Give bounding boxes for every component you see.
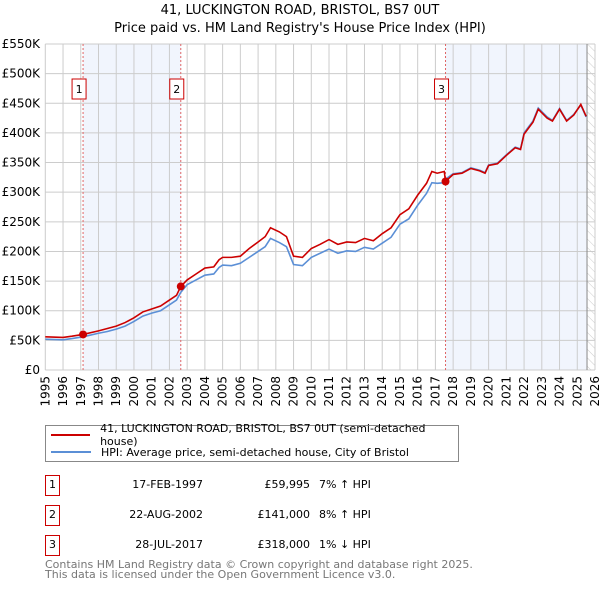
y-tick-label: £0 bbox=[25, 363, 40, 377]
legend-label: 41, LUCKINGTON ROAD, BRISTOL, BS7 0UT (s… bbox=[100, 422, 426, 448]
sale-number-badge: 3 bbox=[45, 535, 60, 556]
y-tick-label: £500K bbox=[2, 67, 42, 81]
x-tick-label: 2006 bbox=[233, 376, 247, 407]
x-tick-label: 1998 bbox=[91, 376, 105, 407]
sale-point bbox=[441, 177, 450, 186]
x-tick-label: 1995 bbox=[38, 376, 52, 407]
x-tick-label: 2005 bbox=[216, 376, 230, 407]
legend-item-hpi: HPI: Average price, semi-detached house,… bbox=[51, 444, 409, 460]
sale-marker-label: 2 bbox=[173, 83, 180, 96]
legend-swatch-blue bbox=[51, 451, 91, 453]
chart-subtitle: Price paid vs. HM Land Registry's House … bbox=[114, 21, 486, 36]
shaded-range bbox=[83, 44, 181, 370]
x-tick-label: 2014 bbox=[375, 376, 389, 407]
sale-marker-box bbox=[434, 78, 450, 100]
y-tick-label: £550K bbox=[2, 37, 42, 51]
y-tick-label: £250K bbox=[2, 215, 42, 229]
table-row: 1 17-FEB-1997 £59,995 7% ↑ HPI bbox=[45, 475, 465, 496]
sale-date: 17-FEB-1997 bbox=[132, 478, 203, 491]
y-tick-label: £200K bbox=[2, 244, 42, 258]
forecast-hatch bbox=[587, 44, 595, 370]
y-tick-label: £100K bbox=[2, 304, 42, 318]
y-tick-label: £50K bbox=[9, 333, 41, 347]
x-tick-label: 2003 bbox=[180, 376, 194, 407]
sale-hpi-diff: 7% ↑ HPI bbox=[319, 478, 371, 491]
x-tick-label: 2017 bbox=[428, 376, 442, 407]
sale-number-badge: 1 bbox=[45, 475, 60, 496]
x-tick-label: 2020 bbox=[482, 376, 496, 407]
legend-label: HPI: Average price, semi-detached house,… bbox=[101, 445, 409, 459]
y-tick-label: £400K bbox=[2, 126, 42, 140]
sale-price: £59,995 bbox=[264, 478, 311, 491]
sale-point bbox=[79, 330, 88, 339]
chart-title: 41, LUCKINGTON ROAD, BRISTOL, BS7 0UT bbox=[160, 3, 440, 18]
sale-point bbox=[176, 282, 185, 291]
x-tick-label: 2007 bbox=[251, 376, 265, 407]
footer-line: Contains HM Land Registry data © Crown c… bbox=[45, 558, 473, 571]
footer: Contains HM Land Registry data © Crown c… bbox=[45, 558, 473, 581]
y-tick-label: £450K bbox=[2, 96, 42, 110]
sale-date: 28-JUL-2017 bbox=[135, 538, 203, 551]
sale-marker-box bbox=[71, 78, 87, 100]
x-tick-label: 2013 bbox=[357, 376, 371, 407]
sale-date: 22-AUG-2002 bbox=[129, 508, 203, 521]
x-tick-label: 2009 bbox=[287, 376, 301, 407]
x-tick-label: 2000 bbox=[127, 376, 141, 407]
x-tick-label: 1999 bbox=[109, 376, 123, 407]
x-tick-label: 2025 bbox=[570, 376, 584, 407]
x-tick-label: 2019 bbox=[464, 376, 478, 407]
sale-price: £141,000 bbox=[257, 508, 311, 521]
legend-swatch-red bbox=[51, 434, 91, 436]
sale-hpi-diff: 1% ↓ HPI bbox=[319, 538, 371, 551]
price-chart: 1995 1996 1997 1998 1999 2000 2001 2002 2003 2004… bbox=[2, 37, 600, 407]
shaded-range bbox=[445, 44, 588, 370]
y-tick-label: £300K bbox=[2, 185, 42, 199]
sale-marker-box bbox=[169, 78, 185, 100]
table-row: 3 28-JUL-2017 £318,000 1% ↓ HPI bbox=[45, 535, 465, 556]
y-tick-label: £150K bbox=[2, 274, 42, 288]
x-tick-label: 2018 bbox=[446, 376, 460, 407]
x-tick-label: 2011 bbox=[322, 376, 336, 407]
x-tick-label: 2024 bbox=[553, 376, 567, 407]
x-tick-label: 1996 bbox=[56, 376, 70, 407]
y-tick-label: £350K bbox=[2, 156, 42, 170]
x-tick-label: 2026 bbox=[588, 376, 600, 407]
footer-line: This data is licensed under the Open Gov… bbox=[45, 568, 396, 581]
sale-number-badge: 2 bbox=[45, 505, 60, 526]
legend: 41, LUCKINGTON ROAD, BRISTOL, BS7 0UT (s… bbox=[45, 422, 459, 462]
legend-item-property: 41, LUCKINGTON ROAD, BRISTOL, BS7 0UT (s… bbox=[51, 422, 458, 448]
x-tick-label: 2002 bbox=[162, 376, 176, 407]
sale-hpi-diff: 8% ↑ HPI bbox=[319, 508, 371, 521]
x-tick-label: 2001 bbox=[145, 376, 159, 407]
sale-price: £318,000 bbox=[257, 538, 311, 551]
x-tick-label: 2004 bbox=[198, 376, 212, 407]
x-tick-label: 2022 bbox=[517, 376, 531, 407]
x-tick-label: 2010 bbox=[304, 376, 318, 407]
x-tick-label: 2016 bbox=[411, 376, 425, 407]
property-price-line bbox=[45, 102, 587, 339]
x-tick-label: 2008 bbox=[269, 376, 283, 407]
x-tick-label: 1997 bbox=[74, 376, 88, 407]
table-row: 2 22-AUG-2002 £141,000 8% ↑ HPI bbox=[45, 505, 465, 526]
x-tick-label: 2015 bbox=[393, 376, 407, 407]
sale-marker-label: 3 bbox=[438, 83, 445, 96]
x-tick-label: 2012 bbox=[340, 376, 354, 407]
x-tick-label: 2023 bbox=[535, 376, 549, 407]
x-tick-label: 2021 bbox=[499, 376, 513, 407]
sale-marker-label: 1 bbox=[76, 83, 83, 96]
